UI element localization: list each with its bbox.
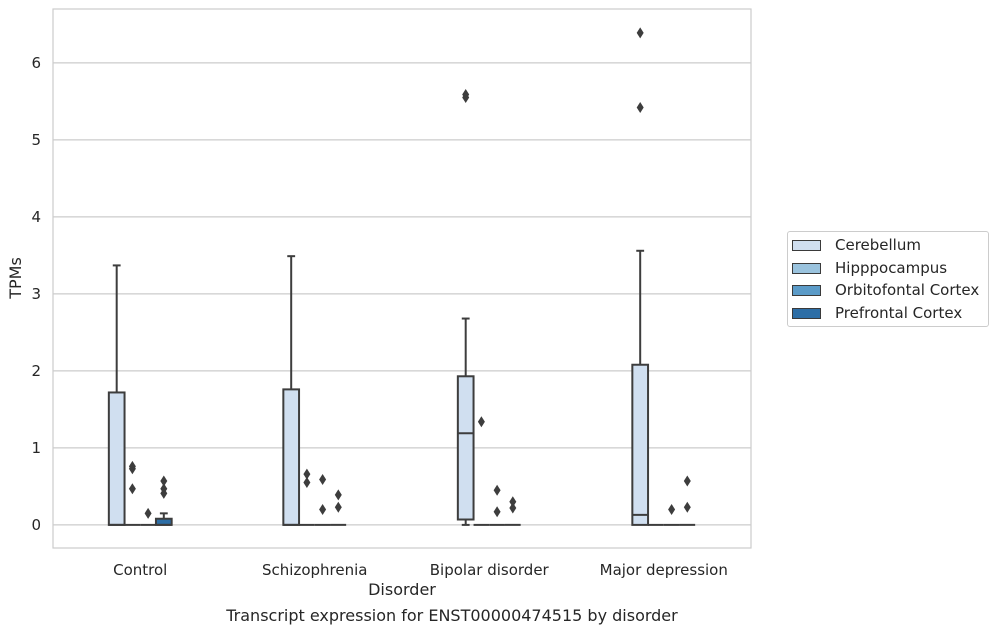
x-tick-label: Control xyxy=(113,561,167,579)
outlier-point xyxy=(160,475,168,487)
plot-frame xyxy=(52,8,752,549)
outlier-point xyxy=(303,477,311,489)
box xyxy=(107,391,126,526)
outlier-point xyxy=(509,496,517,508)
x-tick-labels: Control Schizophrenia Bipolar disorder Majo… xyxy=(113,561,728,579)
series-orbitofontal-cortex xyxy=(140,473,680,526)
outlier-point xyxy=(493,506,501,518)
legend-label-orbitofrontal-cortex: Orbitofontal Cortex xyxy=(835,281,980,299)
x-tick-label: Schizophrenia xyxy=(262,561,367,579)
outlier-point xyxy=(334,489,342,501)
y-tick-label: 5 xyxy=(31,131,41,149)
outlier-point xyxy=(160,483,168,495)
legend-swatch-orbitofrontal-cortex xyxy=(792,284,821,296)
outlier-point xyxy=(636,27,644,39)
box xyxy=(282,388,301,526)
x-axis-label: Disorder xyxy=(368,580,436,599)
series-prefrontal-cortex xyxy=(154,475,696,526)
outlier-point xyxy=(334,501,342,513)
x-tick-label: Major depression xyxy=(600,561,728,579)
x-tick-label: Bipolar disorder xyxy=(430,561,550,579)
box xyxy=(456,375,475,521)
outlier-point xyxy=(683,501,691,513)
outlier-point xyxy=(462,88,470,100)
chart-title: Transcript expression for ENST0000047451… xyxy=(226,606,678,625)
series-cerebellum xyxy=(107,27,650,526)
y-tick-label: 3 xyxy=(31,285,41,303)
outlier-point xyxy=(128,460,136,472)
series-hipppocampus xyxy=(124,416,664,526)
legend-swatch-prefrontal-cortex xyxy=(792,307,821,319)
y-tick-label: 4 xyxy=(31,208,41,226)
outlier-point xyxy=(636,102,644,114)
outlier-point xyxy=(319,504,327,515)
y-tick-label: 2 xyxy=(31,362,41,380)
legend-label-cerebellum: Cerebellum xyxy=(835,236,921,254)
outlier-point xyxy=(319,473,327,485)
legend: Cerebellum Hipppocampus Orbitofontal Cor… xyxy=(787,231,989,327)
box-marks xyxy=(107,27,696,526)
box xyxy=(631,363,650,526)
legend-label-hippocampus: Hipppocampus xyxy=(835,259,948,277)
y-tick-label: 1 xyxy=(31,439,41,457)
legend-label-prefrontal-cortex: Prefrontal Cortex xyxy=(835,304,963,322)
outlier-point xyxy=(509,502,517,514)
outlier-point xyxy=(128,483,136,495)
outlier-point xyxy=(668,504,676,515)
y-axis-label: TPMs xyxy=(6,257,25,300)
outlier-point xyxy=(144,507,152,519)
outlier-point xyxy=(477,416,485,428)
y-tick-label: 0 xyxy=(31,516,41,534)
legend-item-prefrontal-cortex: Prefrontal Cortex xyxy=(792,303,962,323)
outlier-point xyxy=(683,475,691,487)
legend-item-orbitofrontal-cortex: Orbitofontal Cortex xyxy=(792,280,979,300)
outlier-point xyxy=(493,484,501,496)
legend-swatch-cerebellum xyxy=(792,239,821,251)
grid-lines xyxy=(53,62,751,526)
y-tick-label: 6 xyxy=(31,54,41,72)
y-tick-labels: 0 1 2 3 4 5 6 xyxy=(31,54,41,534)
legend-swatch-hippocampus xyxy=(792,262,821,274)
outlier-point xyxy=(303,468,311,480)
legend-item-cerebellum: Cerebellum xyxy=(792,235,921,255)
legend-item-hippocampus: Hipppocampus xyxy=(792,258,947,278)
